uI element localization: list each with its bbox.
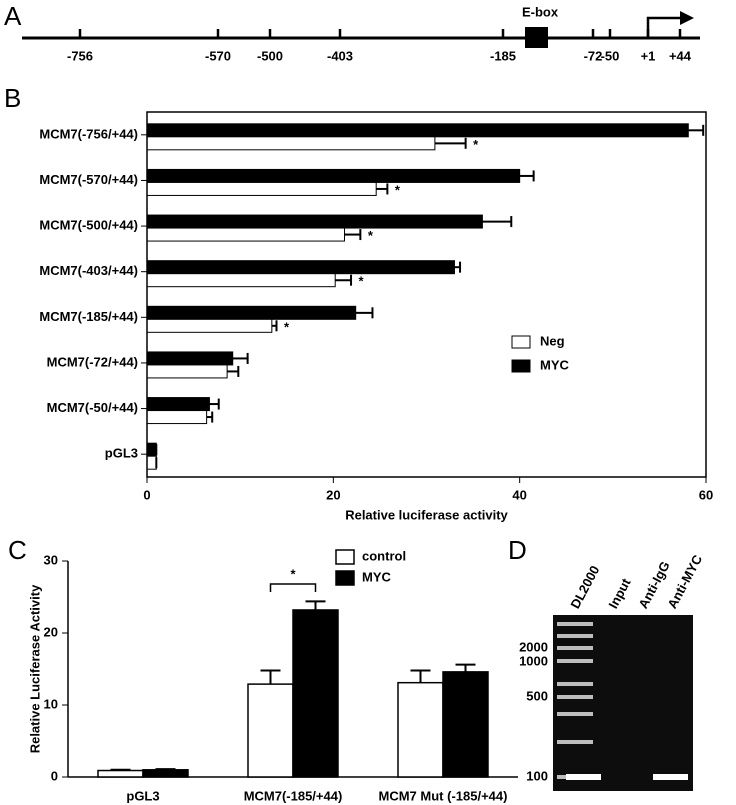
ladder-band bbox=[557, 712, 593, 716]
bar bbox=[146, 455, 157, 470]
bar bbox=[146, 260, 455, 275]
panel-label: B bbox=[4, 83, 21, 113]
bar bbox=[146, 168, 521, 183]
y-tick-label: MCM7(-500/+44) bbox=[39, 218, 138, 233]
bar bbox=[146, 123, 689, 138]
bar bbox=[146, 410, 208, 425]
legend-swatch bbox=[511, 359, 531, 373]
y-tick-label: MCM7(-72/+44) bbox=[47, 354, 138, 369]
significance: * bbox=[473, 137, 479, 152]
x-tick-label: MCM7(-185/+44) bbox=[244, 788, 343, 803]
arrowhead bbox=[680, 11, 694, 25]
position-label: -72 bbox=[584, 48, 603, 63]
position-label: -403 bbox=[327, 48, 353, 63]
position-label: -185 bbox=[490, 48, 516, 63]
legend-swatch bbox=[335, 549, 355, 565]
product-band bbox=[566, 774, 601, 780]
bar bbox=[146, 318, 273, 333]
bar bbox=[142, 769, 189, 778]
legend-swatch bbox=[511, 335, 531, 349]
legend-swatch bbox=[335, 570, 355, 586]
significance: * bbox=[290, 566, 296, 581]
tss-arrow bbox=[646, 16, 682, 38]
bar bbox=[146, 305, 357, 320]
significance: * bbox=[395, 182, 401, 197]
bar bbox=[292, 609, 339, 778]
significance-bracket bbox=[269, 583, 317, 592]
position-label: -50 bbox=[601, 48, 620, 63]
y-axis-label: Relative Luciferase Activity bbox=[27, 584, 42, 753]
significance: * bbox=[284, 319, 290, 334]
ladder-label: 500 bbox=[526, 688, 548, 703]
significance: * bbox=[368, 228, 374, 243]
bar bbox=[97, 769, 144, 778]
ladder-label: 100 bbox=[526, 768, 548, 783]
ladder-label: 2000 bbox=[519, 639, 548, 654]
legend-label: Neg bbox=[540, 333, 565, 348]
lane-label: DL2000 bbox=[567, 563, 602, 611]
y-tick-label: MCM7(-403/+44) bbox=[39, 263, 138, 278]
x-tick-label: 60 bbox=[699, 487, 713, 502]
y-tick-label: pGL3 bbox=[105, 446, 138, 461]
position-label: -570 bbox=[205, 48, 231, 63]
product-band bbox=[653, 774, 688, 780]
ladder-band bbox=[557, 740, 593, 744]
x-tick-label: 40 bbox=[512, 487, 526, 502]
y-tick-label: 10 bbox=[44, 696, 58, 711]
bar bbox=[146, 397, 210, 412]
bar bbox=[146, 227, 346, 242]
y-tick-label: 0 bbox=[51, 768, 58, 783]
bar bbox=[146, 273, 336, 288]
panel-label: D bbox=[508, 535, 527, 565]
y-tick-label: MCM7(-185/+44) bbox=[39, 309, 138, 324]
y-tick-label: MCM7(-756/+44) bbox=[39, 126, 138, 141]
bar bbox=[146, 442, 157, 457]
position-label: -500 bbox=[257, 48, 283, 63]
bar bbox=[397, 681, 444, 778]
e-box bbox=[525, 27, 548, 48]
lane-label: Input bbox=[605, 575, 633, 611]
bar bbox=[146, 214, 483, 229]
x-tick-label: pGL3 bbox=[126, 788, 159, 803]
legend-label: MYC bbox=[540, 357, 570, 372]
bar bbox=[146, 351, 234, 366]
legend-label: control bbox=[362, 548, 406, 563]
bar bbox=[146, 136, 436, 151]
position-label: +44 bbox=[669, 48, 692, 63]
lane-label: Anti-MYC bbox=[664, 552, 705, 611]
ladder-band bbox=[557, 659, 593, 663]
legend-label: MYC bbox=[362, 569, 392, 584]
bar bbox=[442, 671, 489, 778]
ladder-band bbox=[557, 646, 593, 650]
x-axis-label: Relative luciferase activity bbox=[345, 507, 508, 522]
ladder-band bbox=[557, 634, 593, 638]
bar bbox=[146, 181, 377, 196]
position-label: +1 bbox=[641, 48, 656, 63]
ladder-band bbox=[557, 695, 593, 699]
y-tick-label: 30 bbox=[44, 552, 58, 567]
gel bbox=[553, 615, 693, 791]
bar bbox=[146, 364, 228, 379]
bar bbox=[247, 683, 294, 778]
x-tick-label: MCM7 Mut (-185/+44) bbox=[379, 788, 508, 803]
feature-label: E-box bbox=[522, 4, 559, 19]
significance: * bbox=[359, 274, 365, 289]
panel-label: A bbox=[4, 1, 22, 31]
ladder-label: 1000 bbox=[519, 653, 548, 668]
x-tick-label: 20 bbox=[326, 487, 340, 502]
ladder-band bbox=[557, 622, 593, 626]
ladder-band bbox=[557, 682, 593, 686]
y-tick-label: 20 bbox=[44, 624, 58, 639]
plot-frame bbox=[146, 111, 707, 478]
x-tick-label: 0 bbox=[143, 487, 150, 502]
panel-label: C bbox=[8, 535, 27, 565]
position-label: -756 bbox=[67, 48, 93, 63]
y-tick-label: MCM7(-50/+44) bbox=[47, 400, 138, 415]
y-tick-label: MCM7(-570/+44) bbox=[39, 172, 138, 187]
